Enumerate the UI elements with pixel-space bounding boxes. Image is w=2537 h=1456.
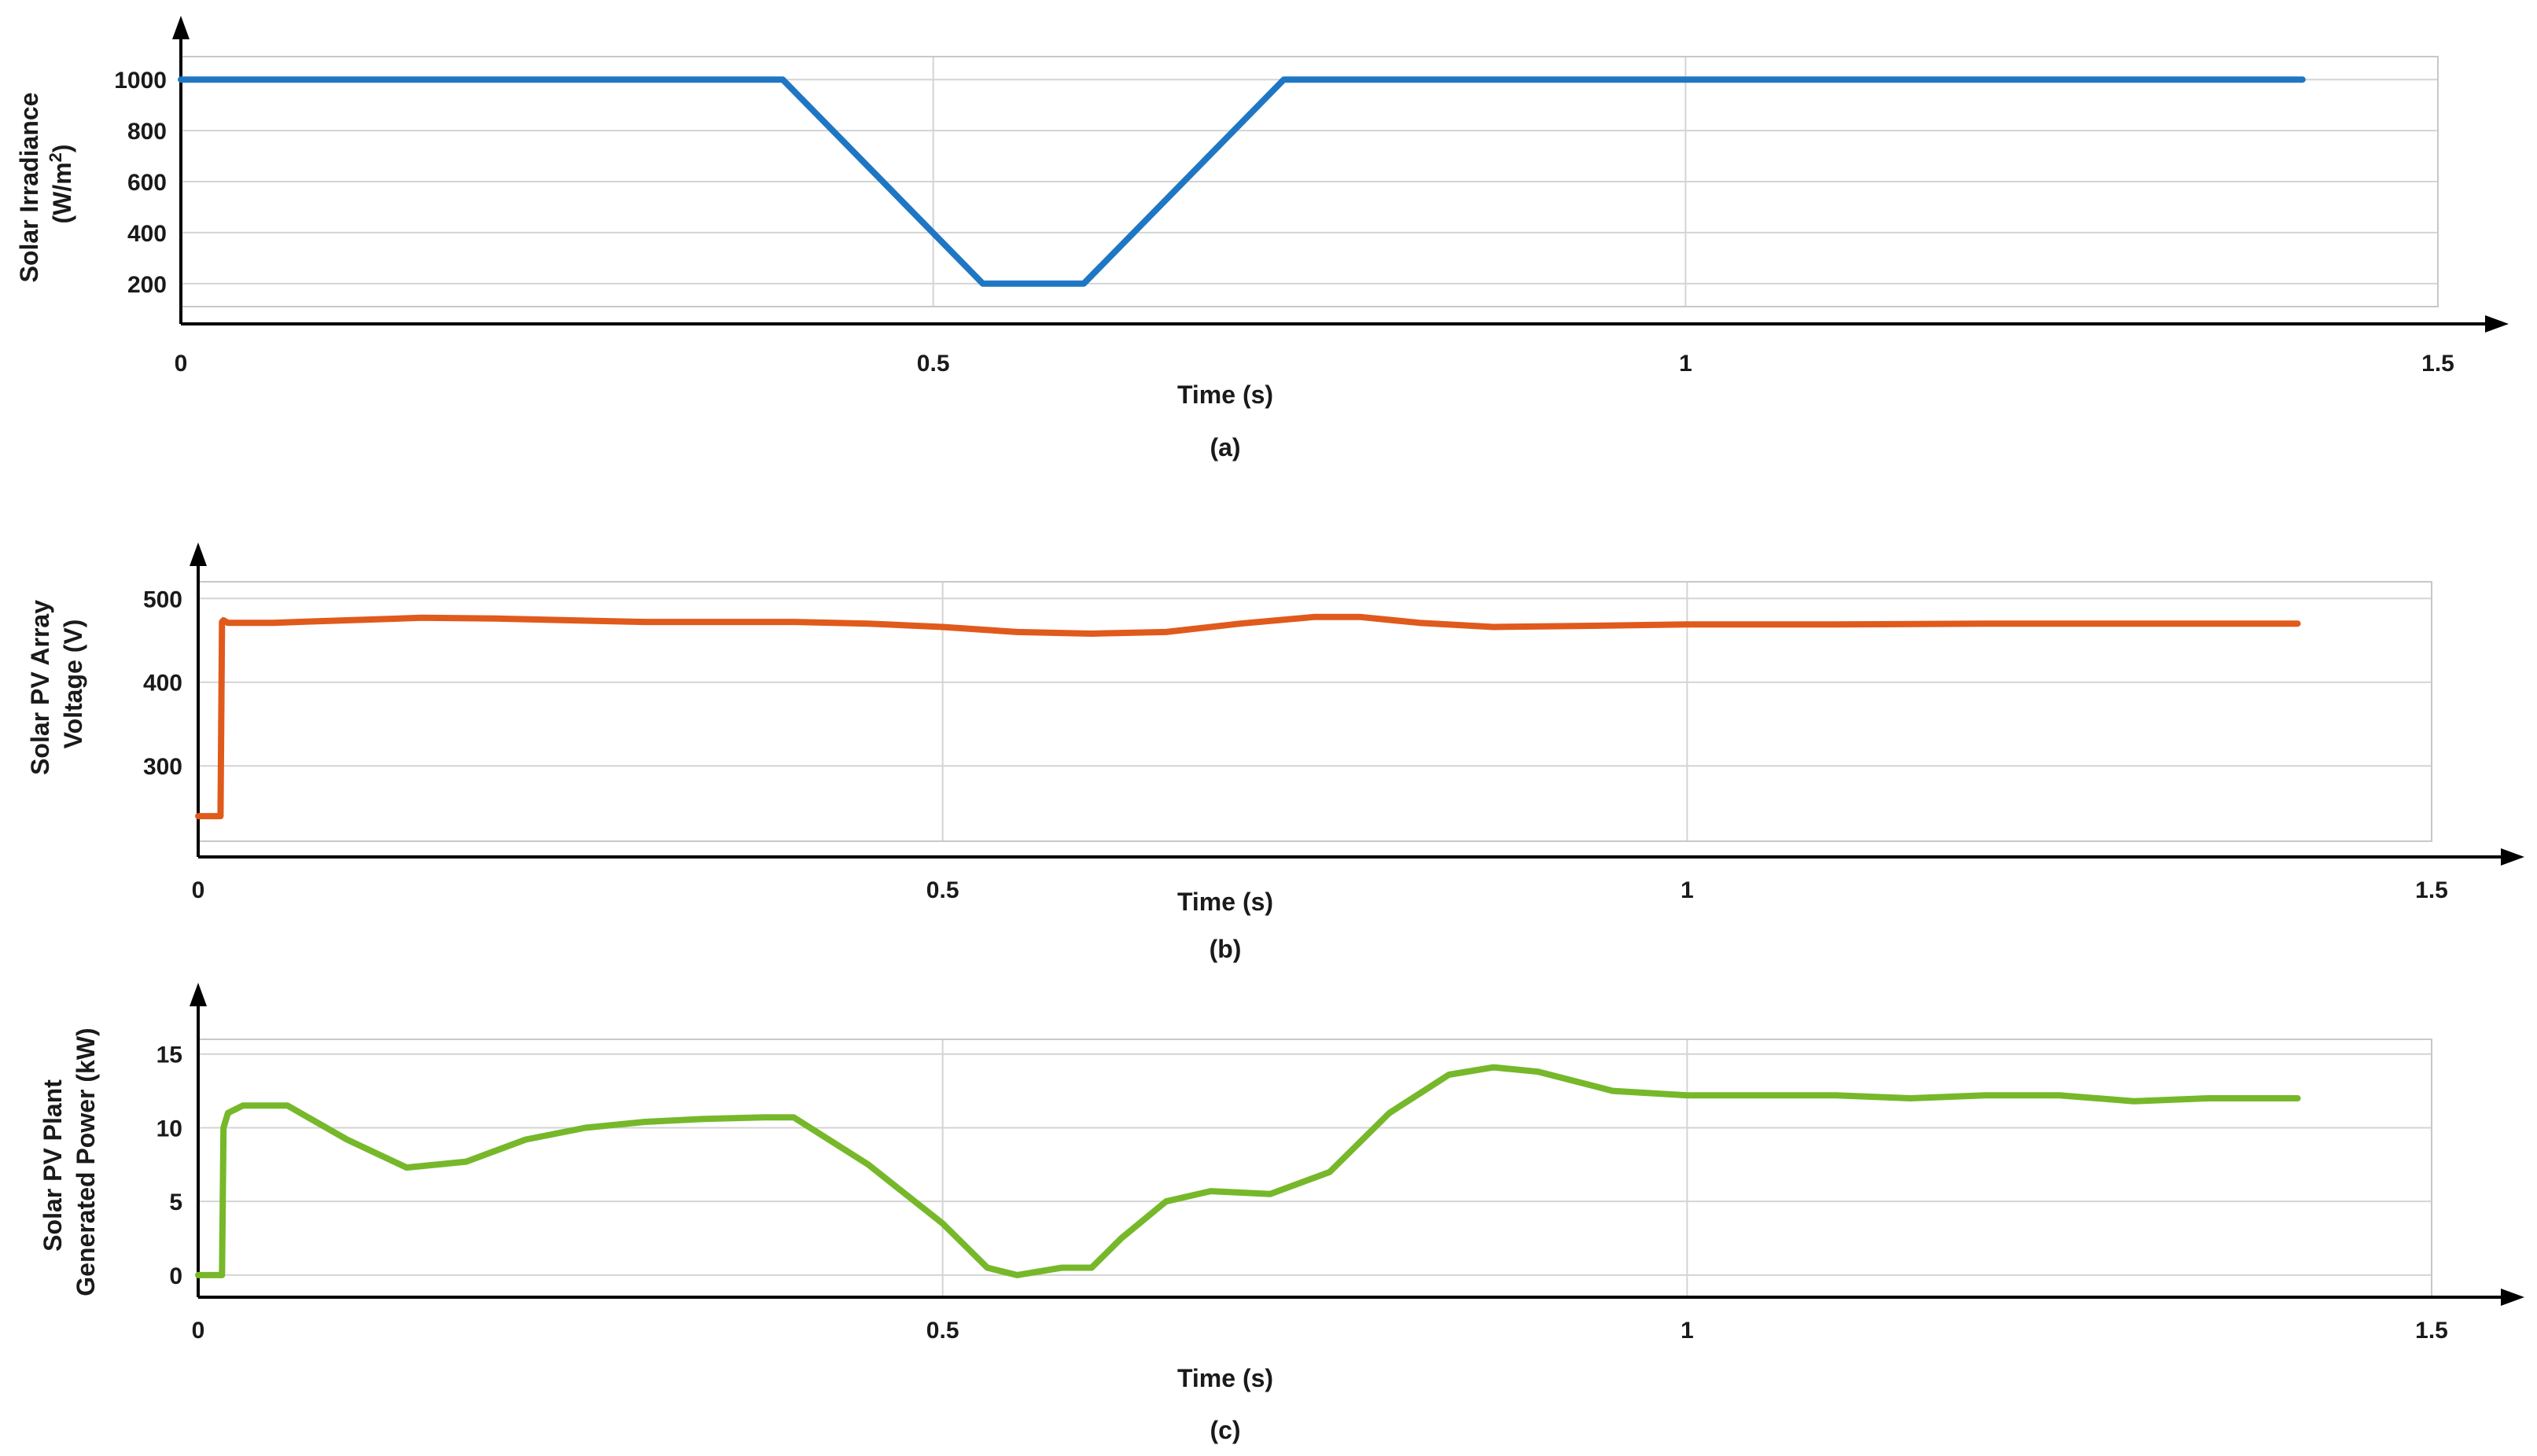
panel-c-y-tick-label-0: 0 xyxy=(169,1263,182,1289)
panel-c-y-axis-title: Solar PV Plant Generated Power (kW) xyxy=(39,1028,100,1296)
panel-a-x-tick-label-0: 0 xyxy=(175,351,188,377)
panel-b-y-tick-label-2: 500 xyxy=(143,586,182,612)
panel-a-y-axis-title-line-1: Solar Irradiance xyxy=(15,93,43,283)
panel-c-x-tick-label-1: 0.5 xyxy=(926,1318,959,1344)
panel-a-x-tick-label-2: 1 xyxy=(1679,351,1692,377)
panel-c-y-tick-label-2: 10 xyxy=(156,1116,182,1142)
panel-a-y-axis-title-close: ) xyxy=(48,144,76,153)
panel-b-x-axis-arrow xyxy=(2501,848,2524,866)
panel-a-y-axis-title-line-2: (W/m2) xyxy=(46,144,76,223)
panel-a-y-axis-title-unit: (W/m xyxy=(48,162,76,223)
panel-c-frame xyxy=(197,1039,2432,1298)
panel-b-x-ticks: 0 0.5 1 1.5 xyxy=(192,877,2448,903)
panel-c-grid xyxy=(197,1039,2432,1297)
panel-c-x-tick-label-0: 0 xyxy=(192,1318,205,1344)
panel-a-y-tick-label-4: 1000 xyxy=(114,68,167,94)
panel-a-y-axis-title-superscript: 2 xyxy=(46,153,65,162)
panel-c-y-axis-arrow xyxy=(190,983,207,1006)
panel-b-y-tick-label-1: 400 xyxy=(143,671,182,697)
panel-a-y-ticks: 200 400 600 800 1000 xyxy=(114,68,167,298)
panel-c-y-tick-label-3: 15 xyxy=(156,1042,182,1068)
panel-a: 0 0.5 1 1.5 200 400 600 800 1000 Time (s) Solar… xyxy=(15,16,2509,461)
panel-b-x-tick-label-2: 1 xyxy=(1681,877,1694,903)
panel-c-caption: (c) xyxy=(1210,1416,1240,1444)
panel-c-power-line xyxy=(195,1064,2301,1278)
panel-b-y-axis-title-line-1: Solar PV Array xyxy=(26,600,54,775)
panel-a-y-axis-title: Solar Irradiance (W/m2) xyxy=(15,86,76,283)
panel-c-y-axis-title-line-2: Generated Power (kW) xyxy=(72,1028,100,1296)
panel-a-irradiance-line xyxy=(178,76,2306,287)
panel-b-y-axis-title-line-2: Voltage (V) xyxy=(59,620,87,749)
panel-c-y-axis-title-line-1: Solar PV Plant xyxy=(39,1079,67,1252)
panel-b-y-axis-arrow xyxy=(190,542,207,566)
panel-a-y-axis-arrow xyxy=(172,16,190,39)
panel-a-y-tick-label-0: 200 xyxy=(127,272,167,298)
panel-a-x-axis-arrow xyxy=(2485,315,2509,333)
panel-b-caption: (b) xyxy=(1210,935,1242,963)
panel-a-x-ticks: 0 0.5 1 1.5 xyxy=(175,351,2454,377)
panel-a-y-tick-label-3: 800 xyxy=(127,119,167,145)
panel-c-x-axis-title: Time (s) xyxy=(1177,1364,1273,1392)
panel-a-grid xyxy=(180,57,2439,307)
panel-b-voltage-line xyxy=(195,613,2301,820)
panel-b: 0 0.5 1 1.5 300 400 500 Time (s) Solar PV Arr… xyxy=(26,542,2524,963)
panel-c-y-ticks: 0 5 10 15 xyxy=(156,1042,182,1289)
panel-b-x-tick-label-1: 0.5 xyxy=(926,877,959,903)
panel-a-x-tick-label-1: 0.5 xyxy=(917,351,950,377)
panel-c: 0 0.5 1 1.5 0 5 10 15 Time (s) Solar PV Plant … xyxy=(39,983,2524,1444)
panel-c-x-tick-label-3: 1.5 xyxy=(2415,1318,2448,1344)
panel-c-x-tick-label-2: 1 xyxy=(1681,1318,1694,1344)
panel-c-y-tick-label-1: 5 xyxy=(169,1189,182,1215)
panel-a-x-axis-title: Time (s) xyxy=(1177,381,1273,409)
panel-b-x-tick-label-3: 1.5 xyxy=(2415,877,2448,903)
panel-a-y-tick-label-2: 600 xyxy=(127,170,167,196)
panel-a-x-tick-label-3: 1.5 xyxy=(2421,351,2454,377)
panel-b-x-tick-label-0: 0 xyxy=(192,877,205,903)
panel-b-y-axis-title: Solar PV Array Voltage (V) xyxy=(26,593,87,775)
panel-b-x-axis-title: Time (s) xyxy=(1177,888,1273,916)
panel-c-x-ticks: 0 0.5 1 1.5 xyxy=(192,1318,2448,1344)
panel-b-y-tick-label-0: 300 xyxy=(143,754,182,780)
panel-a-caption: (a) xyxy=(1210,433,1240,461)
panel-c-x-axis-arrow xyxy=(2501,1289,2524,1306)
panel-b-y-ticks: 300 400 500 xyxy=(143,586,182,780)
panel-a-y-tick-label-1: 400 xyxy=(127,221,167,247)
